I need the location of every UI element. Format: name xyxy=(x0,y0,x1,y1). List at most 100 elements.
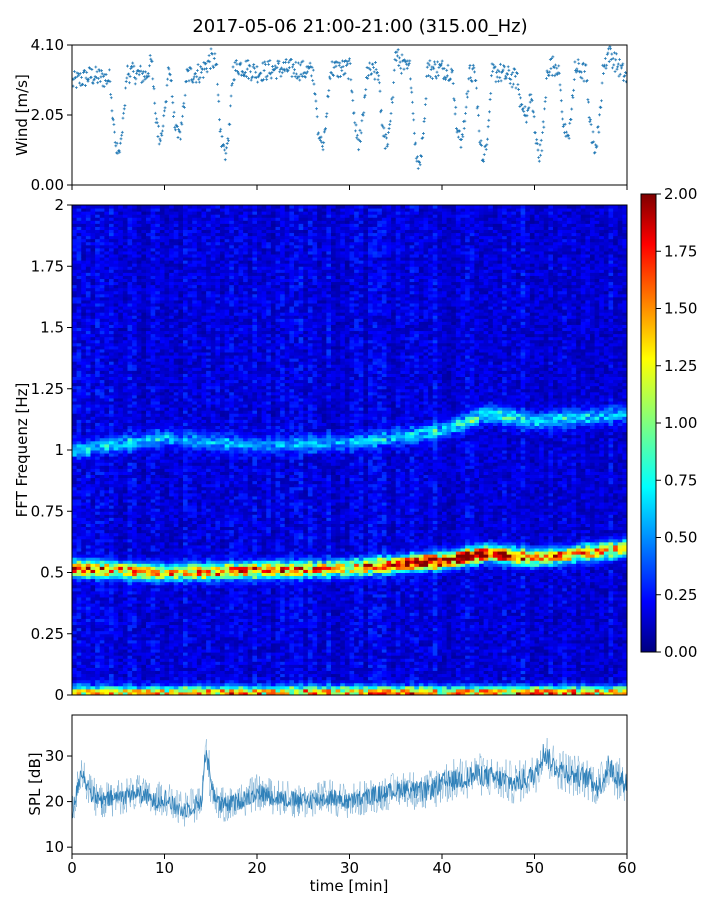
wind-point xyxy=(611,66,614,70)
spectrogram-cell xyxy=(81,621,87,626)
spectrogram-cell xyxy=(178,450,184,454)
spectrogram-cell xyxy=(155,551,161,555)
spectrogram-cell xyxy=(187,676,193,681)
spectrogram-cell xyxy=(95,664,101,668)
spectrogram-cell xyxy=(113,272,119,276)
spectrogram-cell xyxy=(169,505,175,509)
spectrogram-cell xyxy=(122,676,129,681)
spectrogram-cell xyxy=(90,502,96,506)
spectrogram-cell xyxy=(109,263,115,267)
spectrogram-cell xyxy=(99,603,105,607)
spectrogram-cell xyxy=(95,453,101,457)
wind-point xyxy=(332,66,336,69)
spectrogram-cell xyxy=(90,321,96,325)
spectrogram-cell xyxy=(109,281,115,286)
wind-point xyxy=(311,79,315,82)
spectrogram-cell xyxy=(90,670,96,675)
spectrogram-cell xyxy=(159,241,166,246)
spectrogram-cell xyxy=(122,584,129,589)
wind-point xyxy=(575,67,579,71)
spectrogram-cell xyxy=(169,232,175,237)
spectrogram-cell xyxy=(113,652,119,656)
spectrogram-cell xyxy=(169,627,175,632)
spectrogram-cell xyxy=(159,489,166,494)
spectrogram-cell xyxy=(99,364,105,368)
spectrogram-cell xyxy=(136,544,142,549)
spectrogram-cell xyxy=(169,303,175,307)
spectrogram-cell xyxy=(155,315,161,319)
spectrogram-cell xyxy=(118,235,124,240)
spectrogram-cell xyxy=(109,621,115,626)
spectrogram-cell xyxy=(183,551,189,555)
spectrogram-cell xyxy=(187,615,193,619)
spectrogram-cell xyxy=(178,345,184,350)
spectrogram-cell xyxy=(164,299,170,304)
spectrogram-cell xyxy=(132,688,138,693)
spectrogram-cell xyxy=(169,535,175,540)
spectrogram-cell xyxy=(132,425,138,430)
spectrogram-cell xyxy=(118,492,124,497)
spectrogram-cell xyxy=(159,382,166,387)
spectrogram-cell xyxy=(81,661,87,665)
spectrogram-cell xyxy=(76,489,82,494)
spectrogram-cell xyxy=(178,333,184,338)
wind-point xyxy=(348,57,351,61)
wind-point xyxy=(466,89,470,93)
spectrogram-cell xyxy=(141,554,147,558)
spectrogram-cell xyxy=(164,646,170,650)
spectrogram-cell xyxy=(76,361,82,365)
spectrogram-cell xyxy=(173,670,179,675)
spectrogram-cell xyxy=(81,388,87,393)
spectrogram-cell xyxy=(109,563,115,567)
wind-point xyxy=(440,59,444,63)
spectrogram-cell xyxy=(109,642,115,647)
spectrogram-cell xyxy=(90,287,96,292)
spectrogram-cell xyxy=(173,440,179,445)
spectrogram-cell xyxy=(136,661,142,665)
spectrogram-cell xyxy=(85,462,92,466)
wind-point xyxy=(506,65,510,69)
spectrogram-cell xyxy=(127,459,133,463)
wind-point xyxy=(320,140,324,144)
spectrogram-cell xyxy=(136,391,142,396)
spectrogram-cell xyxy=(146,229,152,234)
spectrogram-cell xyxy=(169,520,175,524)
spectrogram-cell xyxy=(109,639,115,644)
spectrogram-cell xyxy=(118,269,124,273)
spectrogram-cell xyxy=(99,208,105,212)
spectrogram-cell xyxy=(85,572,92,577)
spectrogram-cell xyxy=(136,517,142,521)
spectrogram-cell xyxy=(72,394,78,399)
spectrogram-cell xyxy=(136,303,142,307)
wind-point xyxy=(436,60,440,64)
spectrogram-cell xyxy=(104,505,110,509)
spectrogram-cell xyxy=(127,324,133,328)
wind-point xyxy=(374,68,378,71)
spectrogram-cell xyxy=(113,661,119,665)
spectrogram-cell xyxy=(81,655,87,659)
wind-point xyxy=(298,63,302,67)
spectrogram-cell xyxy=(178,407,184,411)
spectrogram-cell xyxy=(99,649,105,653)
spectrogram-cell xyxy=(169,517,175,521)
spectrogram-cell xyxy=(150,260,156,264)
spectrogram-cell xyxy=(113,312,119,316)
wind-point xyxy=(292,71,296,75)
spectrogram-cell xyxy=(104,367,110,371)
spectrogram-cell xyxy=(159,440,166,445)
spectrogram-cell xyxy=(136,361,142,365)
spectrogram-cell xyxy=(109,483,115,488)
spectrogram-cell xyxy=(164,551,170,555)
spectrogram-cell xyxy=(132,511,138,515)
spectrogram-cell xyxy=(183,597,189,601)
spectrogram-cell xyxy=(109,352,115,356)
spectrogram-cell xyxy=(90,489,96,494)
wind-point xyxy=(592,140,596,144)
spectrogram-cell xyxy=(118,523,124,528)
spectrogram-cell xyxy=(99,284,105,289)
spectrogram-cell xyxy=(113,468,119,472)
spectrogram-cell xyxy=(159,333,166,338)
spectrogram-cell xyxy=(104,296,110,301)
spectrogram-cell xyxy=(183,217,189,221)
spectrogram-cell xyxy=(118,425,124,430)
